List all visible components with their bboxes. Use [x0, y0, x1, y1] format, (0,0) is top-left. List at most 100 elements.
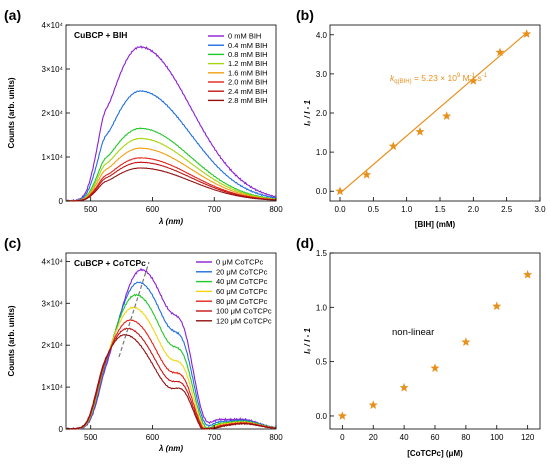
panel-c-xtick-label: 600 [146, 433, 160, 442]
panel-c-spectra: 500 600 700 800 0 1×10⁴ 2×10⁴ 3×10⁴ 4×10⁴ CuBCP … [7, 252, 284, 453]
panel-a-ylabel: Counts (arb. units) [7, 77, 16, 148]
panel-c-xtick-label: 800 [269, 433, 283, 442]
panel-d-xtick-label: 20 [369, 433, 378, 442]
panel-b-ytick-label: 1.0 [316, 148, 328, 157]
panel-a-legend-label-1: 0.4 mM BIH [228, 41, 268, 50]
panel-c-legend-label-2: 40 μM CoTCPc [216, 277, 268, 286]
panel-d-ytick-label: 1.0 [316, 303, 328, 312]
panel-a-spectra: 500 600 700 800 0 1×10⁴ 2×10⁴ 3×10⁴ 4×10⁴ CuBCP … [7, 21, 283, 226]
panel-b-xlabel: [BIH] (mM) [415, 220, 456, 229]
panel-a-legend-label-3: 1.2 mM BIH [228, 59, 268, 68]
panel-d-point-4 [461, 337, 471, 346]
panel-d-xtick-label: 100 [490, 433, 504, 442]
panel-a-legend-label-5: 2.0 mM BIH [228, 78, 268, 87]
panel-a-xtick-label: 600 [146, 205, 160, 214]
panel-b-annotation: kq(BIH) = 5.23 × 109 M-1 s-1 [390, 73, 488, 85]
panel-c-ytick-label: 4×10⁴ [42, 257, 64, 266]
panel-a-series-line-2 [65, 127, 276, 202]
panel-letter-c: (c) [4, 235, 21, 251]
panel-c-title: CuBCP + CoTCPc [74, 258, 146, 268]
panel-c-xlabel: λ (nm) [158, 444, 183, 453]
panel-b-xtick-label: 1.5 [434, 205, 446, 214]
panel-a-ytick-label: 4×10⁴ [42, 21, 64, 30]
panel-d-point-6 [523, 269, 533, 279]
panel-d-xtick-label: 0 [340, 433, 345, 442]
panel-b-ticks: 0.0 0.5 1.0 1.5 2.0 2.5 3.0 0.0 1.0 2.0 3.0 4.0 [316, 31, 546, 214]
panel-c-series-line-0 [65, 267, 276, 430]
panel-c-series-line-5 [65, 327, 276, 430]
panel-b-xtick-label: 1.0 [401, 205, 413, 214]
panel-letter-a: (a) [4, 7, 21, 23]
panel-d-xtick-label: 120 [521, 433, 535, 442]
panel-a-ytick-label: 3×10⁴ [42, 65, 64, 74]
panel-b-point-3 [415, 127, 425, 136]
panel-a-xtick-label: 500 [84, 205, 98, 214]
panel-a-series-line-6 [65, 161, 276, 202]
panel-d-xlabel: [CoTCPc] (μM) [407, 449, 463, 458]
panel-a-series-line-7 [66, 167, 276, 202]
panel-c-legend-label-3: 60 μM CoTCPc [216, 287, 268, 296]
panel-a-xlabel: λ (nm) [158, 217, 183, 226]
panel-c-series-lines [65, 267, 276, 430]
panel-b-ytick-label: 4.0 [316, 31, 328, 40]
panel-b-sternvolmer: 0.0 0.5 1.0 1.5 2.0 2.5 3.0 0.0 1.0 2.0 3.0 4.0 kq(… [303, 24, 546, 229]
panel-b-point-1 [362, 170, 372, 179]
panel-c-peak-shift-guide [118, 261, 150, 358]
panel-c-xtick-label: 700 [208, 433, 222, 442]
panel-a-ytick-label: 2×10⁴ [42, 109, 64, 118]
panel-d-ylabel: I₀ / I - 1 [303, 328, 312, 354]
panel-d-ytick-label: 0.0 [316, 412, 328, 421]
panel-b-ytick-label: 0.0 [316, 187, 328, 196]
panel-c-ylabel: Counts (arb. units) [7, 305, 16, 376]
panel-a-xtick-label: 800 [269, 205, 283, 214]
panel-letter-b: (b) [296, 7, 314, 23]
panel-b-fit-line-path [339, 32, 528, 194]
panel-c-legend-label-5: 100 μM CoTCPc [216, 307, 272, 316]
panel-d-sternvolmer: 0 20 40 60 80 100 120 0.0 0.5 1.0 1.5 non-linear [… [303, 249, 541, 458]
panel-b-point-0 [335, 186, 345, 196]
panel-b-xtick-label: 0.5 [368, 205, 380, 214]
panel-d-point-3 [430, 363, 440, 372]
panel-b-ylabel: I₀ / I - 1 [303, 100, 312, 126]
panel-d-xtick-label: 60 [431, 433, 440, 442]
panel-d-point-5 [492, 301, 502, 311]
panel-c-legend-label-6: 120 μM CoTCPc [216, 316, 272, 325]
panel-c-series-line-3 [65, 306, 276, 430]
panel-b-point-6 [495, 47, 505, 57]
panel-d-xtick-label: 40 [400, 433, 409, 442]
panel-c-ytick-label: 0 [59, 425, 64, 434]
panel-b-xtick-label: 0.0 [334, 205, 346, 214]
panel-a-legend-label-4: 1.6 mM BIH [228, 68, 268, 77]
panel-c-series-line-6 [65, 333, 276, 430]
panel-c-xtick-label: 500 [84, 433, 98, 442]
panel-c-ytick-label: 2×10⁴ [42, 341, 64, 350]
panel-b-points [335, 29, 532, 196]
panel-d-points [337, 269, 533, 420]
panel-c-ticks: 500 600 700 800 0 1×10⁴ 2×10⁴ 3×10⁴ 4×10⁴ [42, 257, 284, 442]
panel-d-point-0 [337, 411, 347, 420]
panel-a-xtick-label: 700 [208, 205, 222, 214]
panel-a-legend-label-7: 2.8 mM BIH [228, 96, 268, 105]
panel-b-xtick-label: 3.0 [534, 205, 546, 214]
panel-a-series-lines [65, 45, 276, 202]
panel-a-legend-label-0: 0 mM BIH [228, 32, 261, 41]
panel-a-series-line-3 [65, 137, 276, 202]
panel-d-ticks: 0 20 40 60 80 100 120 0.0 0.5 1.0 1.5 [316, 249, 535, 442]
panel-b-ytick-label: 2.0 [316, 109, 328, 118]
panel-a-ytick-label: 0 [59, 197, 64, 206]
panel-c-legend-label-4: 80 μM CoTCPc [216, 297, 268, 306]
panel-c-frame [65, 252, 277, 430]
panel-c-ytick-label: 1×10⁴ [42, 383, 64, 392]
panel-b-xtick-label: 2.0 [468, 205, 480, 214]
panel-b-ytick-label: 3.0 [316, 70, 328, 79]
panel-c-legend-label-1: 20 μM CoTCPc [216, 267, 268, 276]
panel-a-series-line-0 [65, 45, 276, 202]
panel-b-fit-line [339, 32, 528, 194]
panel-a-legend-label-2: 0.8 mM BIH [228, 50, 268, 59]
panel-d-xtick-label: 80 [461, 433, 470, 442]
panel-a-ticks: 500 600 700 800 0 1×10⁴ 2×10⁴ 3×10⁴ 4×10⁴ [42, 21, 284, 214]
panel-d-point-2 [399, 382, 409, 392]
